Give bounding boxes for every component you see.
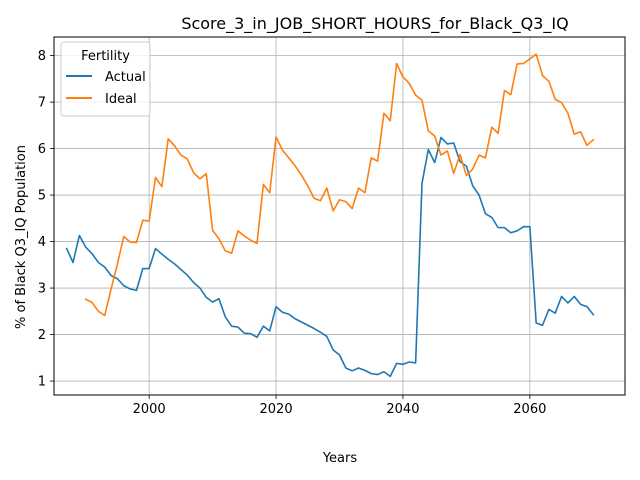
x-axis-ticks: 2000 2020 2040 2060 xyxy=(133,395,546,417)
legend-title: Fertility xyxy=(81,49,130,64)
x-axis-label: Years xyxy=(322,451,358,466)
x-tick-label: 2000 xyxy=(133,402,166,417)
y-axis-label: % of Black Q3_IQ Population xyxy=(14,145,29,329)
y-tick-label: 4 xyxy=(38,235,46,250)
legend: Fertility Actual Ideal xyxy=(60,41,151,117)
plot-frame xyxy=(53,36,626,396)
y-tick-label: 7 xyxy=(38,96,46,111)
series-lines xyxy=(65,53,595,378)
y-tick-label: 3 xyxy=(38,282,46,297)
x-tick-label: 2020 xyxy=(260,402,293,417)
legend-label-actual: Actual xyxy=(105,70,146,85)
y-tick-label: 2 xyxy=(38,328,46,343)
y-tick-label: 8 xyxy=(38,49,46,64)
series-line-actual xyxy=(65,136,595,378)
chart-title: Score_3_in_JOB_SHORT_HOURS_for_Black_Q3_… xyxy=(181,14,568,34)
x-tick-label: 2040 xyxy=(386,402,419,417)
x-tick-label: 2060 xyxy=(513,402,546,417)
legend-label-ideal: Ideal xyxy=(105,92,137,107)
y-tick-label: 6 xyxy=(38,142,46,157)
y-tick-label: 1 xyxy=(38,375,46,390)
series-line-ideal xyxy=(84,53,595,317)
y-axis-ticks: 1 2 3 4 5 6 7 8 xyxy=(38,49,54,390)
y-tick-label: 5 xyxy=(38,189,46,204)
